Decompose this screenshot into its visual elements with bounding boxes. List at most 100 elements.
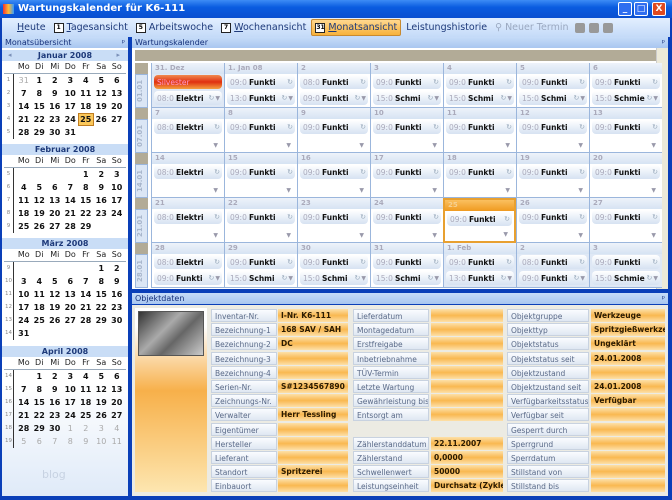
- appointment[interactable]: 09:0 Funkti ↻: [592, 120, 660, 134]
- day-cell[interactable]: 2: [113, 264, 120, 273]
- field-value[interactable]: [278, 451, 348, 464]
- pin-icon[interactable]: ᵖ: [661, 294, 665, 303]
- appointment[interactable]: 09:0 Funkti ↻: [519, 75, 587, 89]
- day-cell[interactable]: 17 09:0 Funkti ↻ ▼: [370, 153, 443, 198]
- day-cell[interactable]: 16: [49, 102, 61, 111]
- appointment[interactable]: 09:0 Funkti ↻ ▼: [519, 271, 587, 285]
- day-cell[interactable]: 24: [64, 115, 76, 124]
- field-value[interactable]: Spritzgießwerkzeug: [591, 323, 665, 337]
- prev-month-arrow[interactable]: ◂: [8, 51, 12, 59]
- day-cell[interactable]: 12 09:0 Funkti ↻ ▼: [516, 108, 589, 153]
- field-value[interactable]: [431, 309, 503, 322]
- close-button[interactable]: X: [652, 2, 666, 16]
- field-value[interactable]: [431, 323, 503, 337]
- field-value[interactable]: [431, 408, 503, 422]
- day-cell[interactable]: 8 09:0 Funkti ↻ ▼: [224, 108, 297, 153]
- field-value[interactable]: [278, 365, 348, 379]
- more-appointments-icon[interactable]: ▼: [361, 274, 366, 282]
- day-cell[interactable]: 6: [113, 372, 120, 381]
- day-cell[interactable]: 21: [80, 303, 92, 312]
- day-cell[interactable]: 2: [83, 424, 89, 433]
- day-cell[interactable]: 19: [95, 398, 107, 407]
- week-label[interactable]: 07.01: [135, 119, 148, 153]
- appointment[interactable]: 09:0 Funkti ↻: [592, 75, 660, 89]
- more-appointments-icon[interactable]: ▼: [215, 274, 220, 282]
- appointment[interactable]: 15:0 Schmie ↻ ▼: [592, 271, 660, 285]
- day-cell[interactable]: 28: [18, 424, 30, 433]
- appointment[interactable]: 09:0 Funkti ↻: [447, 212, 512, 226]
- field-value[interactable]: [591, 422, 665, 436]
- more-appointments-icon[interactable]: ▼: [361, 94, 366, 102]
- day-cell[interactable]: 19: [33, 209, 45, 218]
- day-cell[interactable]: 3: [113, 170, 120, 179]
- week-label[interactable]: 21.01: [135, 209, 148, 243]
- field-value[interactable]: Verfügbar: [591, 394, 665, 408]
- day-cell[interactable]: 22 09:0 Funkti ↻ ▼: [224, 198, 297, 243]
- day-cell[interactable]: 31: [64, 128, 76, 137]
- day-cell[interactable]: 28 08:0 Elektri ↻ 09:0 Funkti ↻ ▼: [151, 243, 224, 288]
- day-cell[interactable]: 22: [95, 303, 107, 312]
- day-cell[interactable]: 23: [111, 303, 123, 312]
- toolbar-button-monatsansicht[interactable]: 31 Monatsansicht: [311, 19, 402, 36]
- day-cell[interactable]: 14: [18, 398, 30, 407]
- field-value[interactable]: Durchsatz (Zyklen/: [431, 479, 503, 493]
- day-cell[interactable]: 9: [113, 277, 120, 286]
- more-appointments-icon[interactable]: ▼: [432, 142, 437, 149]
- day-cell[interactable]: 4: [82, 372, 89, 381]
- more-appointments-icon[interactable]: ▼: [434, 94, 439, 102]
- more-appointments-icon[interactable]: ▼: [432, 187, 437, 194]
- day-cell[interactable]: 8: [36, 385, 43, 394]
- day-cell[interactable]: 13: [49, 196, 61, 205]
- day-cell[interactable]: 6: [51, 183, 58, 192]
- field-value[interactable]: I-Nr. K6-111: [278, 309, 348, 322]
- day-cell[interactable]: 22: [33, 411, 45, 420]
- day-cell[interactable]: 21: [18, 115, 30, 124]
- appointment[interactable]: 09:0 Funkti ↻: [227, 75, 295, 89]
- day-cell[interactable]: 25 09:0 Funkti ↻ ▼: [443, 198, 516, 243]
- appointment[interactable]: 08:0 Elektri ↻: [154, 255, 222, 269]
- day-cell[interactable]: 29: [80, 222, 92, 231]
- field-value[interactable]: Ungeklärt: [591, 337, 665, 351]
- toolbar-button-heute[interactable]: Heute: [14, 19, 49, 36]
- day-cell[interactable]: 21: [18, 411, 30, 420]
- day-cell[interactable]: 10: [111, 183, 123, 192]
- more-appointments-icon[interactable]: ▼: [580, 94, 585, 102]
- more-appointments-icon[interactable]: ▼: [651, 142, 656, 149]
- day-cell[interactable]: 17: [64, 102, 76, 111]
- day-cell[interactable]: 1. Feb 09:0 Funkti ↻ 13:0 Funkti ↻ ▼: [443, 243, 516, 288]
- day-cell[interactable]: 14: [64, 196, 76, 205]
- field-value[interactable]: 24.01.2008: [591, 380, 665, 393]
- field-value[interactable]: [431, 351, 503, 365]
- appointment[interactable]: 09:0 Funkti ↻: [300, 165, 368, 179]
- day-cell[interactable]: 3 09:0 Funkti ↻ 15:0 Schmie ↻ ▼: [589, 243, 662, 288]
- appointment[interactable]: 15:0 Schmi ↻ ▼: [373, 271, 441, 285]
- day-cell[interactable]: 15 09:0 Funkti ↻ ▼: [224, 153, 297, 198]
- more-appointments-icon[interactable]: ▼: [434, 274, 439, 282]
- field-value[interactable]: [591, 479, 665, 493]
- more-appointments-icon[interactable]: ▼: [651, 232, 656, 239]
- day-cell[interactable]: 18: [33, 303, 45, 312]
- export-icon[interactable]: [588, 22, 599, 33]
- appointment[interactable]: 09:0 Funkti ↻: [227, 255, 295, 269]
- next-month-arrow[interactable]: ▸: [116, 51, 120, 59]
- day-cell[interactable]: 21: [64, 209, 76, 218]
- day-cell[interactable]: 12: [33, 196, 45, 205]
- field-value[interactable]: [431, 337, 503, 351]
- day-cell[interactable]: 21 08:0 Elektri ↻ ▼: [151, 198, 224, 243]
- field-value[interactable]: 24.01.2008: [591, 351, 665, 365]
- more-appointments-icon[interactable]: ▼: [213, 187, 218, 194]
- day-cell[interactable]: 17: [18, 303, 30, 312]
- day-cell[interactable]: 4: [114, 424, 120, 433]
- appointment[interactable]: 09:0 Funkti ↻: [446, 255, 514, 269]
- field-value[interactable]: 50000: [431, 465, 503, 479]
- appointment[interactable]: 09:0 Funkti ↻: [373, 210, 441, 224]
- day-cell[interactable]: 8: [36, 89, 43, 98]
- field-value[interactable]: [278, 351, 348, 365]
- day-cell[interactable]: 1. Jan 08 09:0 Funkti ↻ 13:0 Funkti ↻ ▼: [224, 63, 297, 108]
- appointment[interactable]: 09:0 Funkti ↻: [592, 255, 660, 269]
- day-cell[interactable]: 18: [80, 398, 92, 407]
- appointment[interactable]: 15:0 Schmi ↻ ▼: [300, 271, 368, 285]
- appointment[interactable]: 09:0 Funkti ↻: [373, 120, 441, 134]
- day-cell[interactable]: 13 09:0 Funkti ↻ ▼: [589, 108, 662, 153]
- day-cell[interactable]: 6 09:0 Funkti ↻ 15:0 Schmie ↻ ▼: [589, 63, 662, 108]
